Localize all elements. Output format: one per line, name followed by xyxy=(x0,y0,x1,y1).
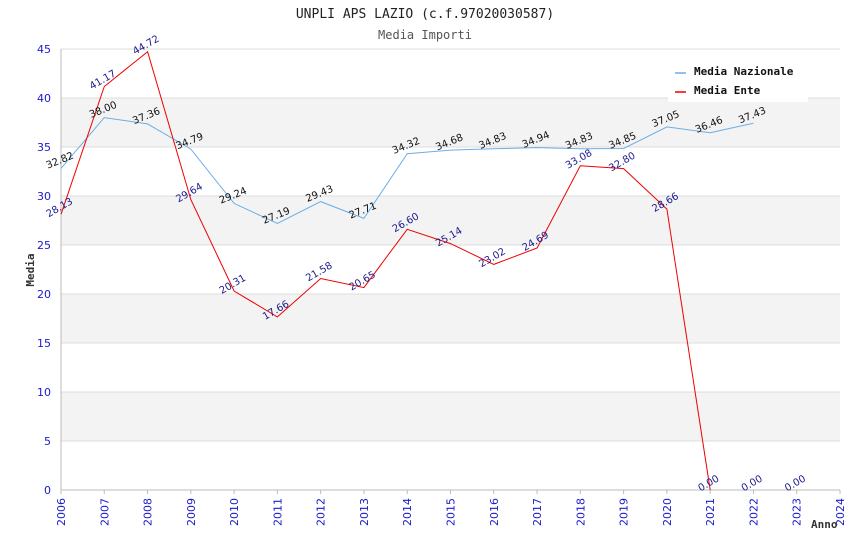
legend-label-media-nazionale: Media Nazionale xyxy=(694,65,794,78)
x-tick-label: 2010 xyxy=(228,498,241,526)
x-tick-label: 2019 xyxy=(618,498,631,526)
legend-label-media-ente: Media Ente xyxy=(694,84,761,97)
y-tick-label: 20 xyxy=(37,288,51,301)
x-tick-label: 2014 xyxy=(401,498,414,526)
x-tick-label: 2015 xyxy=(445,498,458,526)
series-line-media-ente xyxy=(60,50,711,491)
series-lines xyxy=(60,50,754,491)
plot-bands xyxy=(61,49,840,490)
plot-band xyxy=(61,245,840,294)
y-tick-label: 5 xyxy=(44,435,51,448)
x-tick-label: 2008 xyxy=(142,498,155,526)
y-tick-label: 25 xyxy=(37,239,51,252)
y-tick-label: 10 xyxy=(37,386,51,399)
y-tick-label: 0 xyxy=(44,484,51,497)
x-tick-label: 2018 xyxy=(574,498,587,526)
series-line-media-nazionale xyxy=(60,117,754,225)
x-tick-label: 2009 xyxy=(185,498,198,526)
y-tick-label: 30 xyxy=(37,190,51,203)
x-tick-label: 2024 xyxy=(834,498,847,526)
chart-title: UNPLI APS LAZIO (c.f.97020030587) xyxy=(296,7,554,22)
y-tick-label: 45 xyxy=(37,43,51,56)
plot-band xyxy=(61,392,840,441)
x-tick-label: 2022 xyxy=(747,498,760,526)
legend: Media Nazionale Media Ente xyxy=(668,60,808,102)
x-tick-label: 2020 xyxy=(661,498,674,526)
x-tick-label: 2017 xyxy=(531,498,544,526)
x-tick-label: 2016 xyxy=(488,498,501,526)
x-tick-label: 2011 xyxy=(271,498,284,526)
plot-band xyxy=(61,196,840,245)
y-tick-label: 15 xyxy=(37,337,51,350)
y-tick-label: 35 xyxy=(37,141,51,154)
x-tick-label: 2006 xyxy=(55,498,68,526)
chart-subtitle: Media Importi xyxy=(378,28,472,42)
plot-band xyxy=(61,343,840,392)
x-tick-label: 2021 xyxy=(704,498,717,526)
legend-box xyxy=(668,60,808,102)
y-tick-labels: 0 5 10 15 20 25 30 35 40 45 xyxy=(37,43,51,497)
x-tick-labels: 2006 2007 2008 2009 2010 2011 2012 2013 2014 2015… xyxy=(55,498,847,526)
x-tick-label: 2007 xyxy=(98,498,111,526)
y-tick-label: 40 xyxy=(37,92,51,105)
x-tick-label: 2023 xyxy=(791,498,804,526)
y-axis-label: Media xyxy=(24,253,37,286)
plot-band xyxy=(61,441,840,490)
x-tick-label: 2013 xyxy=(358,498,371,526)
plot-band xyxy=(61,98,840,147)
plot-band xyxy=(61,294,840,343)
plot-band xyxy=(61,147,840,196)
x-axis-label: Anno xyxy=(811,518,838,531)
x-tick-label: 2012 xyxy=(315,498,328,526)
